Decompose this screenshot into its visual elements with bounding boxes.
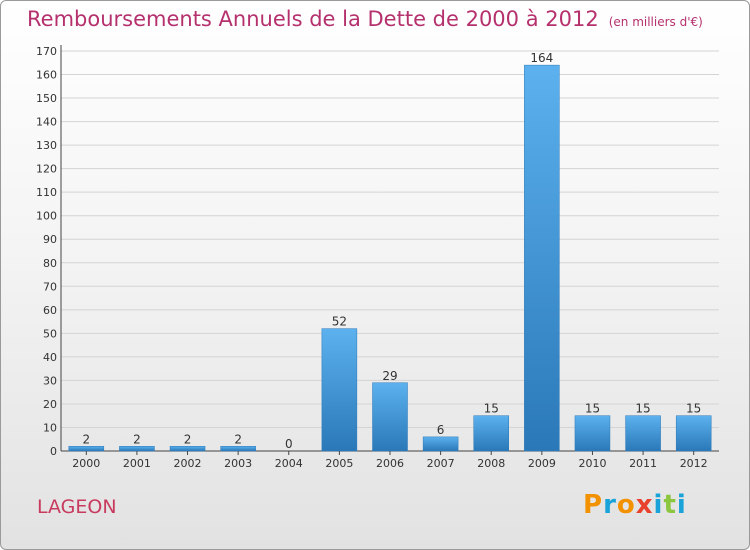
y-tick-label: 130 bbox=[36, 139, 57, 152]
proxiti-logo: Proxiti bbox=[583, 490, 687, 520]
y-tick-label: 30 bbox=[43, 374, 57, 387]
bar-2011 bbox=[625, 415, 661, 452]
title-text: Remboursements Annuels de la Dette de 20… bbox=[27, 7, 599, 31]
place-name: LAGEON bbox=[37, 496, 117, 518]
value-label-2007: 6 bbox=[437, 423, 445, 437]
y-tick-label: 0 bbox=[50, 445, 57, 458]
value-label-2004: 0 bbox=[285, 437, 293, 451]
x-tick-label-2002: 2002 bbox=[174, 457, 202, 470]
x-tick-label-2000: 2000 bbox=[72, 457, 100, 470]
y-tick-label: 170 bbox=[36, 45, 57, 58]
chart-title: Remboursements Annuels de la Dette de 20… bbox=[27, 7, 703, 31]
bar-2000 bbox=[68, 446, 105, 452]
bar-2002 bbox=[169, 446, 206, 452]
bar-2001 bbox=[119, 446, 155, 452]
y-tick-label: 100 bbox=[36, 210, 57, 223]
bar-2012 bbox=[675, 415, 712, 452]
x-tick-label-2012: 2012 bbox=[680, 457, 708, 470]
x-tick-label-2005: 2005 bbox=[325, 457, 353, 470]
bar-2010 bbox=[574, 415, 611, 452]
bar-2005 bbox=[321, 328, 358, 452]
x-tick-label-2004: 2004 bbox=[275, 457, 303, 470]
value-label-2001: 2 bbox=[133, 432, 141, 446]
value-label-2005: 52 bbox=[332, 315, 347, 329]
value-label-2008: 15 bbox=[484, 402, 499, 416]
x-tick-label-2006: 2006 bbox=[376, 457, 404, 470]
y-tick-label: 110 bbox=[36, 186, 57, 199]
value-label-2009: 164 bbox=[530, 51, 553, 65]
bar-2003 bbox=[220, 446, 256, 452]
bar-2006 bbox=[372, 382, 408, 452]
y-tick-label: 140 bbox=[36, 116, 57, 129]
y-tick-label: 150 bbox=[36, 92, 57, 105]
y-tick-label: 40 bbox=[43, 351, 57, 364]
value-label-2010: 15 bbox=[585, 402, 600, 416]
y-tick-label: 60 bbox=[43, 304, 57, 317]
value-label-2012: 15 bbox=[686, 402, 701, 416]
bar-2008 bbox=[473, 415, 509, 452]
x-tick-label-2009: 2009 bbox=[528, 457, 556, 470]
x-tick-label-2007: 2007 bbox=[427, 457, 455, 470]
x-tick-label-2011: 2011 bbox=[629, 457, 657, 470]
y-tick-label: 160 bbox=[36, 69, 57, 82]
x-tick-label-2001: 2001 bbox=[123, 457, 151, 470]
x-tick-label-2008: 2008 bbox=[477, 457, 505, 470]
y-tick-label: 20 bbox=[43, 398, 57, 411]
bar-2009 bbox=[524, 64, 560, 452]
value-label-2003: 2 bbox=[234, 432, 242, 446]
y-tick-label: 80 bbox=[43, 257, 57, 270]
y-tick-label: 10 bbox=[43, 421, 57, 434]
value-label-2002: 2 bbox=[184, 432, 192, 446]
y-tick-label: 70 bbox=[43, 280, 57, 293]
value-label-2011: 15 bbox=[635, 402, 650, 416]
y-tick-label: 90 bbox=[43, 233, 57, 246]
y-tick-label: 50 bbox=[43, 327, 57, 340]
y-tick-label: 120 bbox=[36, 163, 57, 176]
x-tick-label-2003: 2003 bbox=[224, 457, 252, 470]
unit-label: (en milliers d'€) bbox=[608, 15, 703, 29]
x-tick-label-2010: 2010 bbox=[578, 457, 606, 470]
value-label-2006: 29 bbox=[382, 369, 397, 383]
value-label-2000: 2 bbox=[82, 432, 90, 446]
bar-2007 bbox=[422, 436, 459, 452]
